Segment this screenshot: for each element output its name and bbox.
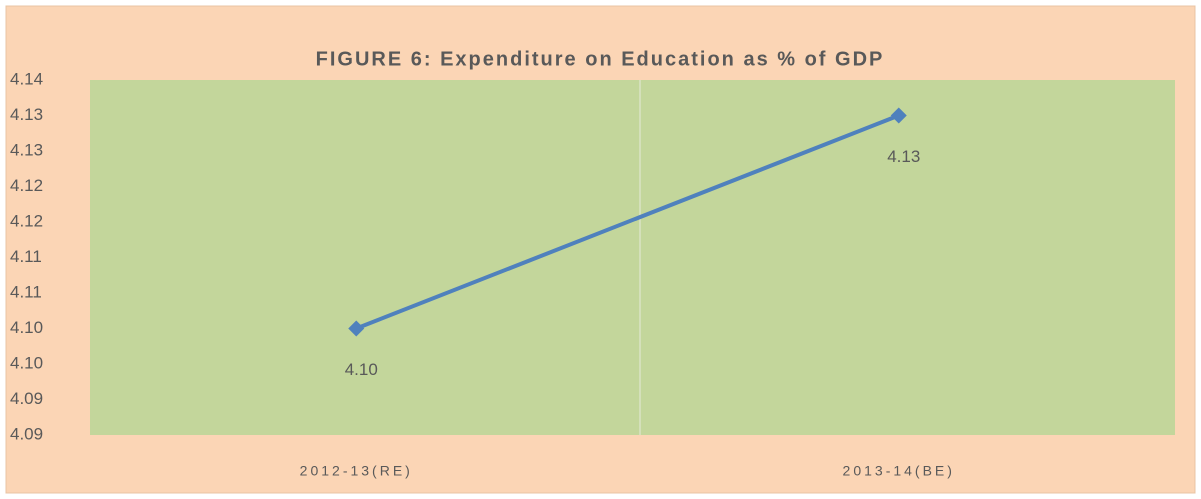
x-tick-label: 2012-13(RE)	[300, 463, 413, 479]
y-tick-label: 4.09	[10, 389, 43, 408]
y-tick-label: 4.10	[10, 353, 43, 372]
y-tick-label: 4.11	[10, 247, 42, 266]
data-label: 4.10	[345, 360, 378, 379]
line	[355, 113, 900, 331]
chart-title: FIGURE 6: Expenditure on Education as % …	[316, 48, 885, 70]
data-label: 4.13	[887, 147, 920, 166]
y-tick-label: 4.13	[10, 140, 43, 159]
y-tick-label: 4.09	[10, 424, 43, 443]
y-tick-label: 4.13	[10, 105, 43, 124]
marker	[348, 320, 365, 337]
y-tick-label: 4.10	[10, 318, 43, 337]
marker	[890, 107, 907, 124]
y-tick-label: 4.12	[10, 176, 43, 195]
x-tick-label: 2013-14(BE)	[843, 463, 955, 479]
plot-area	[90, 80, 1175, 435]
y-tick-label: 4.12	[10, 211, 43, 230]
y-tick-label: 4.11	[10, 282, 42, 301]
y-tick-label: 4.14	[10, 69, 43, 88]
